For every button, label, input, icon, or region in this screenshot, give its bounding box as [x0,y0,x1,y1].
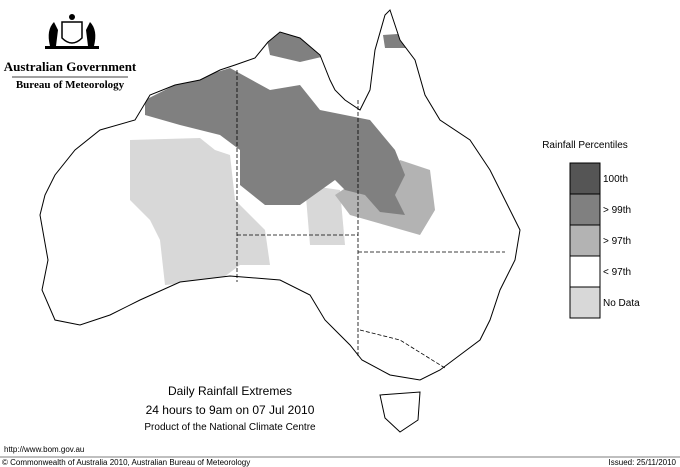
tasmania [379,391,421,433]
legend-title: Rainfall Percentiles [542,140,628,151]
legend-label: < 97th [603,267,631,278]
legend-swatch [569,162,601,195]
legend-label: No Data [603,298,640,309]
footer-copyright: © Commonwealth of Australia 2010, Austra… [2,458,250,467]
legend-swatch [569,224,601,257]
government-name: Australian Government [4,59,137,74]
region-99th [145,68,405,215]
legend: 100th > 99th > 97th < 97th No Data [569,162,640,319]
region-99th [265,30,330,62]
no-data-region [305,185,345,245]
map-title: Daily Rainfall Extremes [168,384,292,398]
legend-label: 100th [603,174,628,185]
legend-label: > 97th [603,236,631,247]
footer-issued: Issued: 25/11/2010 [609,458,677,467]
bureau-name: Bureau of Meteorology [16,79,125,91]
legend-swatch [569,193,601,226]
region-99th [383,33,412,48]
coat-of-arms [45,14,99,49]
map-period: 24 hours to 9am on 07 Jul 2010 [146,403,315,417]
legend-label: > 99th [603,205,631,216]
legend-swatch [569,255,601,288]
no-data-region [130,138,270,285]
map-product: Product of the National Climate Centre [144,422,316,433]
state-borders [236,70,505,369]
legend-swatch [569,286,601,319]
footer-url: http://www.bom.gov.au [4,445,84,454]
rainfall-regions [130,30,435,285]
